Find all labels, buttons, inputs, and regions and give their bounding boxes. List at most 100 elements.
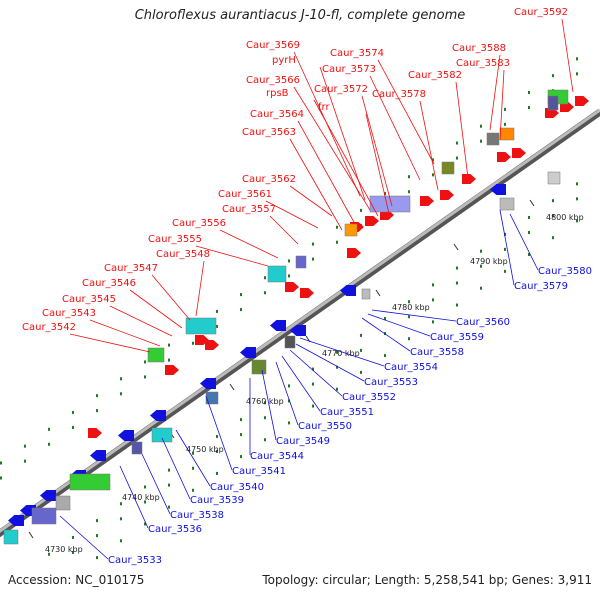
gene-arrow (240, 347, 256, 358)
gene-box (205, 391, 219, 405)
leader-line (129, 289, 183, 329)
leader-line (109, 305, 173, 337)
gene-box (185, 317, 217, 335)
gene-arrow (575, 96, 589, 106)
gene-box (31, 507, 57, 525)
gene-label: Caur_3560 (456, 317, 510, 328)
gene-label: Caur_3580 (538, 266, 592, 277)
gene-label: Caur_3559 (430, 332, 484, 343)
gene-label: Caur_3552 (342, 392, 396, 403)
gene-arrow (270, 320, 286, 331)
gene-features (3, 89, 589, 545)
leader-line (289, 349, 343, 397)
scale-tick-label: 4730 kbp (45, 545, 83, 554)
gene-box (344, 223, 358, 237)
gene-box (547, 95, 559, 111)
scale-tick-mark (529, 199, 535, 207)
leader-line (499, 69, 505, 141)
gene-label: Caur_3562 (242, 174, 296, 185)
gene-box (69, 473, 111, 491)
gene-label: Caur_3578 (372, 89, 426, 100)
gene-label: Caur_3542 (22, 322, 76, 333)
gene-box (295, 255, 307, 269)
gene-label: Caur_3543 (42, 308, 96, 319)
gene-label: Caur_3538 (170, 510, 224, 521)
gene-arrow (285, 282, 299, 292)
gene-arrow (200, 378, 216, 389)
gene-label: Caur_3549 (276, 436, 330, 447)
gene-label: Caur_3588 (452, 43, 506, 54)
gene-arrow (380, 210, 394, 220)
gene-box (3, 529, 19, 545)
leader-line (297, 120, 356, 225)
leader-line (499, 209, 515, 286)
gene-box (151, 427, 173, 443)
scale-tick-label: 4790 kbp (470, 257, 508, 266)
accession-label: Accession: NC_010175 (8, 573, 145, 587)
gene-label: Caur_3566 (246, 75, 300, 86)
leader-line (281, 355, 321, 412)
gene-box (55, 495, 71, 511)
gene-label: Caur_3569 (246, 40, 300, 51)
gene-box (441, 161, 455, 175)
scale-tick-label: 4800 kbp (546, 213, 584, 222)
gene-arrow (490, 184, 506, 195)
gene-label: Caur_3554 (384, 362, 438, 373)
scale-tick-label: 4740 kbp (122, 493, 160, 502)
leader-line (151, 274, 191, 321)
gene-label: frr (318, 102, 330, 113)
leader-line (419, 100, 439, 191)
gene-label: Caur_3555 (148, 234, 202, 245)
leader-line (319, 66, 366, 201)
gene-arrow (512, 148, 526, 158)
gene-label: Caur_3564 (250, 109, 304, 120)
gene-label: Caur_3551 (320, 407, 374, 418)
scale-tick-label: 4770 kbp (322, 349, 360, 358)
gene-arrow (90, 450, 106, 461)
gene-arrow (440, 190, 454, 200)
gene-label: Caur_3579 (514, 281, 568, 292)
leader-line (195, 245, 269, 267)
gene-label: Caur_3540 (210, 482, 264, 493)
leader-line (69, 333, 151, 353)
gene-box (547, 171, 561, 185)
gene-label: Caur_3583 (456, 58, 510, 69)
gene-arrow (365, 216, 379, 226)
gene-box (267, 265, 287, 283)
genome-stats-label: Topology: circular; Length: 5,258,541 bp… (262, 573, 592, 587)
gene-arrow (300, 288, 314, 298)
gene-label: Caur_3592 (514, 7, 568, 18)
leader-line (265, 200, 319, 229)
gene-box (284, 335, 296, 349)
gene-label: pyrH (272, 55, 296, 66)
leader-line (293, 86, 371, 211)
gene-label: Caur_3563 (242, 127, 296, 138)
gene-label: Caur_3553 (364, 377, 418, 388)
gene-box (147, 347, 165, 363)
leader-line (299, 337, 385, 367)
leader-line (275, 361, 299, 426)
gene-labels: Caur_3592 Caur_3569 Caur_3574 Caur_3588 pyrH… (22, 7, 592, 566)
leader-line (289, 138, 343, 231)
gene-arrow (165, 365, 179, 375)
gene-label: Caur_3582 (408, 70, 462, 81)
leader-line (269, 215, 299, 245)
leader-line (489, 54, 501, 131)
leader-line (313, 99, 379, 217)
leader-line (141, 453, 171, 515)
gene-box (369, 195, 411, 213)
scale-tick-mark (453, 243, 459, 251)
leader-line (361, 95, 393, 207)
leader-line (377, 59, 435, 165)
gene-label: Caur_3574 (330, 48, 384, 59)
label-leader-lines (59, 18, 574, 560)
gene-label: Caur_3557 (222, 204, 276, 215)
gene-label: Caur_3556 (172, 218, 226, 229)
map-title: Chloroflexus aurantiacus J-10-fl, comple… (134, 8, 466, 23)
leader-line (205, 395, 233, 471)
guide-tracks (0, 57, 578, 560)
gene-arrow (347, 248, 361, 258)
gene-label: Caur_3545 (62, 294, 116, 305)
